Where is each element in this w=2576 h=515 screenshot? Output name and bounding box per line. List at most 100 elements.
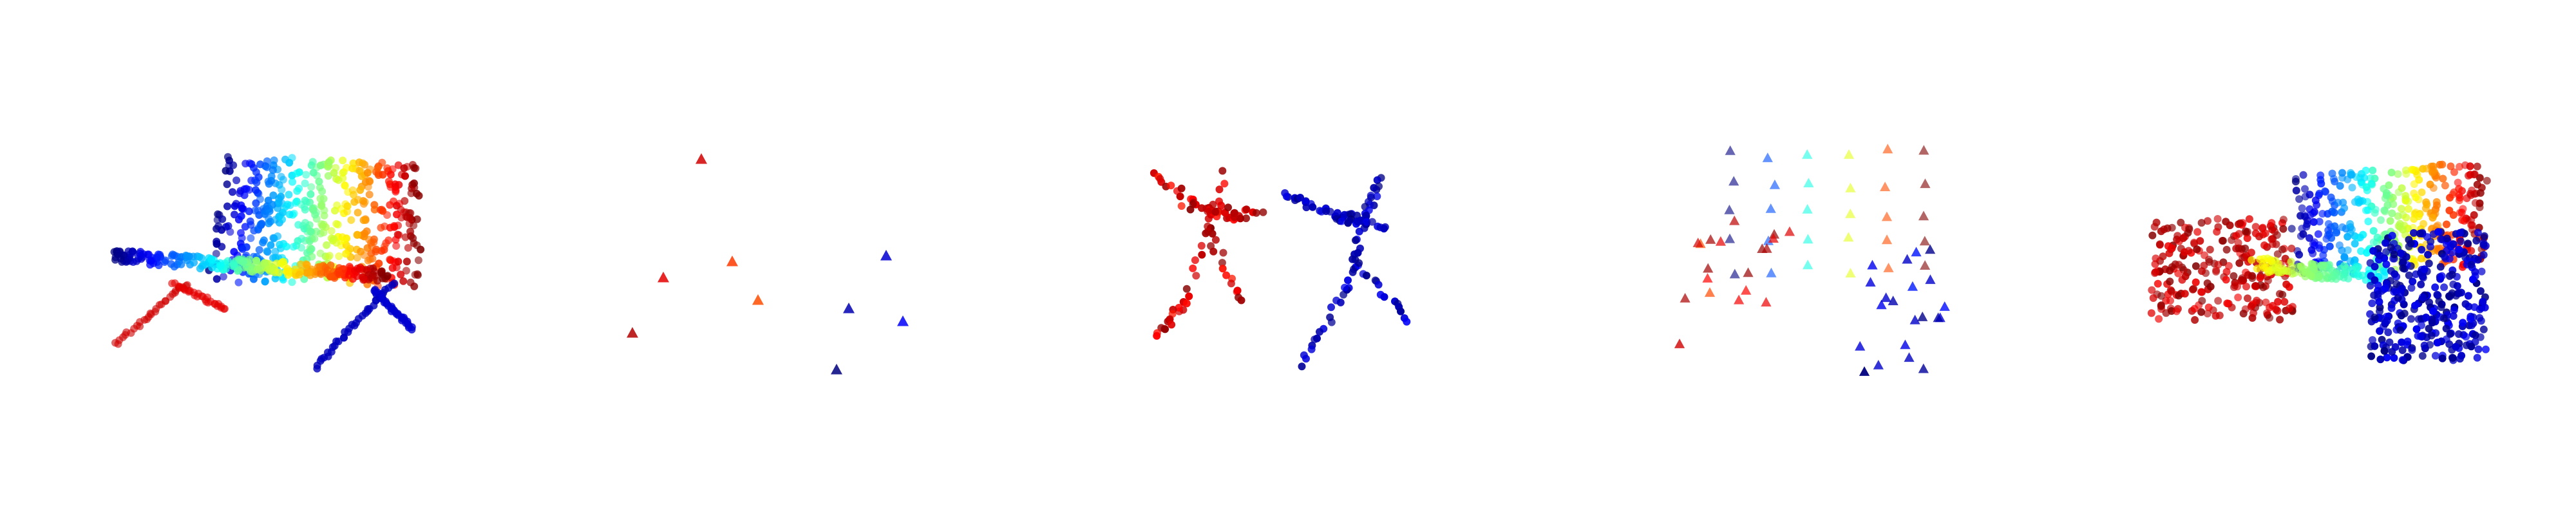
object-point	[2382, 191, 2391, 200]
object-point	[2317, 180, 2325, 188]
chair-point	[231, 211, 238, 219]
object-point	[2234, 239, 2242, 247]
object-point	[2442, 324, 2450, 333]
object-point	[2222, 245, 2231, 254]
object-point	[2452, 342, 2460, 351]
figure-point-blue	[1349, 255, 1357, 263]
object-point	[2276, 315, 2284, 324]
object-point	[2362, 166, 2370, 174]
object-point	[2149, 294, 2157, 302]
object-point	[2197, 308, 2206, 316]
object-point	[2448, 248, 2456, 257]
object-point	[2264, 268, 2273, 277]
keypoint-triangle	[1724, 233, 1736, 243]
chair-point	[247, 160, 256, 168]
figure-point-red	[1215, 185, 1224, 194]
object-point	[2213, 228, 2221, 236]
chair-point	[318, 222, 327, 230]
object-point	[2471, 268, 2479, 276]
chair-point	[277, 192, 285, 201]
figure-point-red	[1177, 202, 1186, 210]
object-point	[2450, 306, 2458, 314]
object-point	[2173, 236, 2181, 243]
keypoint-triangle	[1911, 247, 1922, 257]
object-point	[2467, 261, 2476, 269]
keypoint-triangle	[1763, 235, 1774, 245]
object-point	[2259, 283, 2268, 292]
keypoint-triangle	[1880, 182, 1891, 191]
figure-point-blue	[1374, 281, 1383, 289]
object-point	[2152, 218, 2161, 227]
figure-point-blue	[1344, 276, 1352, 285]
object-point	[2157, 303, 2165, 310]
object-point	[2333, 229, 2341, 237]
chair-point	[339, 156, 347, 165]
object-point	[2429, 214, 2437, 222]
object-point	[2412, 193, 2420, 201]
keypoint-triangle	[1702, 273, 1713, 283]
figure-point-red	[1175, 304, 1183, 312]
object-point	[2268, 302, 2277, 310]
object-point	[2190, 238, 2198, 247]
figure-point-red	[1218, 265, 1227, 273]
keypoint-triangle	[1703, 263, 1714, 273]
keypoint-triangle	[1765, 203, 1776, 213]
figure-point-blue	[1311, 335, 1319, 344]
object-point	[2190, 304, 2199, 313]
object-point	[2409, 277, 2417, 286]
object-point	[2438, 354, 2447, 362]
object-point	[2433, 290, 2441, 299]
object-point	[2458, 351, 2466, 360]
chair-point	[270, 156, 278, 164]
chair-point	[414, 256, 422, 265]
object-point	[2272, 240, 2280, 248]
object-point	[2259, 261, 2266, 269]
chair-point	[236, 187, 245, 195]
chair-point	[260, 236, 268, 245]
chair-point	[305, 268, 313, 277]
figure-point-blue	[1302, 355, 1310, 363]
chair-point	[361, 198, 369, 206]
object-point	[2297, 232, 2305, 240]
object-point	[2449, 280, 2458, 288]
object-point	[2238, 274, 2246, 283]
keypoint-triangle	[1803, 178, 1814, 187]
object-point	[2242, 283, 2250, 291]
object-point	[2181, 272, 2190, 281]
object-point	[2467, 216, 2476, 224]
figure-point-red	[1167, 182, 1175, 190]
chair-point	[348, 164, 357, 173]
object-point	[2287, 225, 2296, 233]
chair-point	[282, 202, 290, 211]
object-point	[2204, 217, 2211, 225]
keypoint-triangle	[1768, 229, 1780, 239]
keypoint-triangle	[627, 327, 638, 338]
keypoint-triangle	[843, 303, 855, 314]
chair-point	[278, 216, 286, 223]
chair-point	[263, 163, 271, 171]
object-point	[2340, 261, 2349, 270]
object-point	[2398, 346, 2407, 354]
figure-point-blue	[1296, 194, 1304, 201]
object-point	[2458, 209, 2466, 217]
object-point	[2244, 294, 2251, 303]
object-point	[2407, 165, 2416, 174]
object-point	[2468, 186, 2476, 194]
sparse-triangle-plot	[627, 153, 909, 375]
chair-point	[232, 176, 241, 185]
object-point	[2213, 215, 2222, 223]
chair-point	[327, 227, 336, 235]
object-point	[2376, 252, 2384, 259]
chair-point	[310, 204, 318, 212]
keypoint-triangle	[1769, 179, 1780, 189]
object-point	[2411, 301, 2419, 310]
keypoint-triangle	[1843, 149, 1855, 159]
object-point	[2420, 265, 2429, 274]
object-point	[2314, 230, 2322, 238]
keypoint-triangle	[696, 153, 707, 164]
object-point	[2307, 246, 2316, 254]
object-point	[2417, 280, 2425, 288]
chair-point	[246, 217, 254, 225]
object-point	[2449, 312, 2458, 320]
object-point	[2454, 330, 2463, 338]
